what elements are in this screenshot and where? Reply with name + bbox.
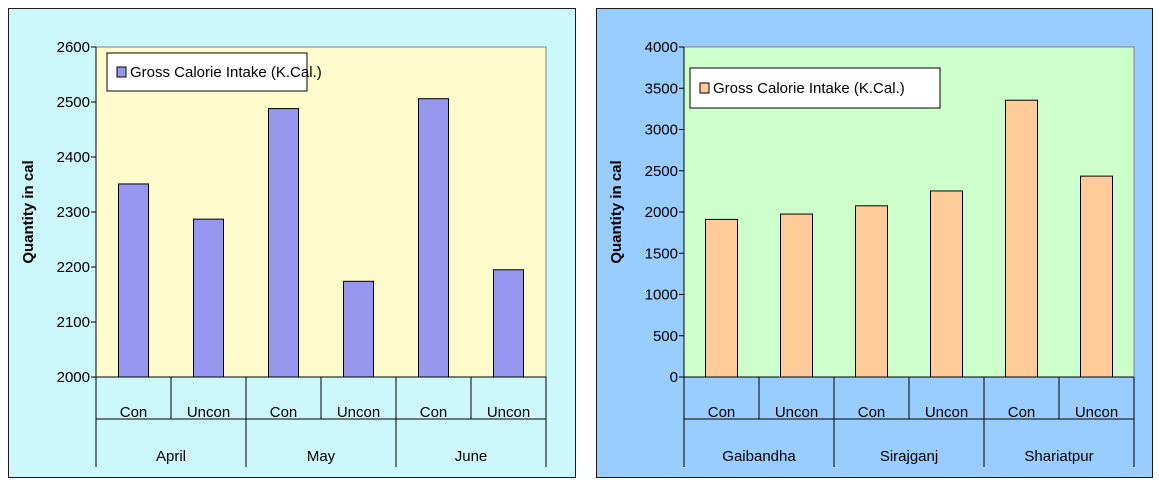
group-label: Gaibandha [722,448,796,465]
bar-4 [1005,99,1038,378]
category-label: Uncon [1075,404,1118,421]
bar-chart-right: 0 500 1000 1500 2000 2500 3000 3500 4000 Quantity… [597,9,1152,477]
category-label: Uncon [337,404,380,421]
legend-box [106,52,308,92]
group-label: Shariatpur [1024,448,1093,465]
legend: Gross Calorie Intake (K.Cal.) [689,67,941,109]
y-tick-label: 2000 [57,369,90,386]
bar-5 [1080,175,1113,378]
bar-3 [343,280,374,378]
legend-label: Gross Calorie Intake (K.Cal.) [713,80,905,97]
bar-1 [193,218,224,378]
category-label: Uncon [775,404,818,421]
y-tick-label: 2000 [645,204,678,221]
y-tick-label: 1000 [645,287,678,304]
category-label: Uncon [925,404,968,421]
y-tick-label: 4000 [645,39,678,56]
legend-swatch [699,82,710,94]
plot-area [95,46,547,378]
bar-3 [930,190,963,378]
y-axis-title: Quantity in cal [20,160,37,263]
category-label: Con [858,404,886,421]
legend-swatch [116,66,127,78]
chart-panel-left: 2000 2100 2200 2300 2400 2500 2600 Quantity in … [8,8,576,478]
y-tick-label: 2500 [645,163,678,180]
bar-5 [493,269,524,378]
y-axis-title: Quantity in cal [608,160,625,263]
chart-panel-right: 0 500 1000 1500 2000 2500 3000 3500 4000 Quantity… [596,8,1153,478]
group-label: May [307,448,336,465]
bar-2 [855,205,888,378]
bar-0 [705,218,738,378]
category-label: Con [1008,404,1036,421]
bar-1 [780,213,813,378]
bar-4 [418,98,449,378]
legend-label: Gross Calorie Intake (K.Cal.) [130,64,322,81]
category-label: Uncon [187,404,230,421]
category-label: Con [270,404,298,421]
y-tick-label: 1500 [645,245,678,262]
category-label: Con [120,404,148,421]
y-tick-label: 3000 [645,122,678,139]
legend-box [689,67,941,109]
y-tick-label: 0 [670,369,678,386]
group-label: Sirajganj [880,448,938,465]
legend: Gross Calorie Intake (K.Cal.) [106,52,322,92]
y-tick-label: 3500 [645,80,678,97]
group-label: June [455,448,488,465]
bar-chart-left: 2000 2100 2200 2300 2400 2500 2600 Quantity in … [9,9,575,477]
bar-0 [118,183,149,378]
y-tick-label: 2300 [57,204,90,221]
category-label: Con [420,404,448,421]
group-label: April [156,448,186,465]
bar-2 [268,108,299,378]
category-label: Con [708,404,736,421]
y-tick-label: 500 [653,328,678,345]
y-tick-label: 2200 [57,259,90,276]
y-tick-label: 2400 [57,149,90,166]
y-tick-label: 2500 [57,94,90,111]
category-label: Uncon [487,404,530,421]
y-tick-label: 2600 [57,39,90,56]
y-tick-label: 2100 [57,314,90,331]
